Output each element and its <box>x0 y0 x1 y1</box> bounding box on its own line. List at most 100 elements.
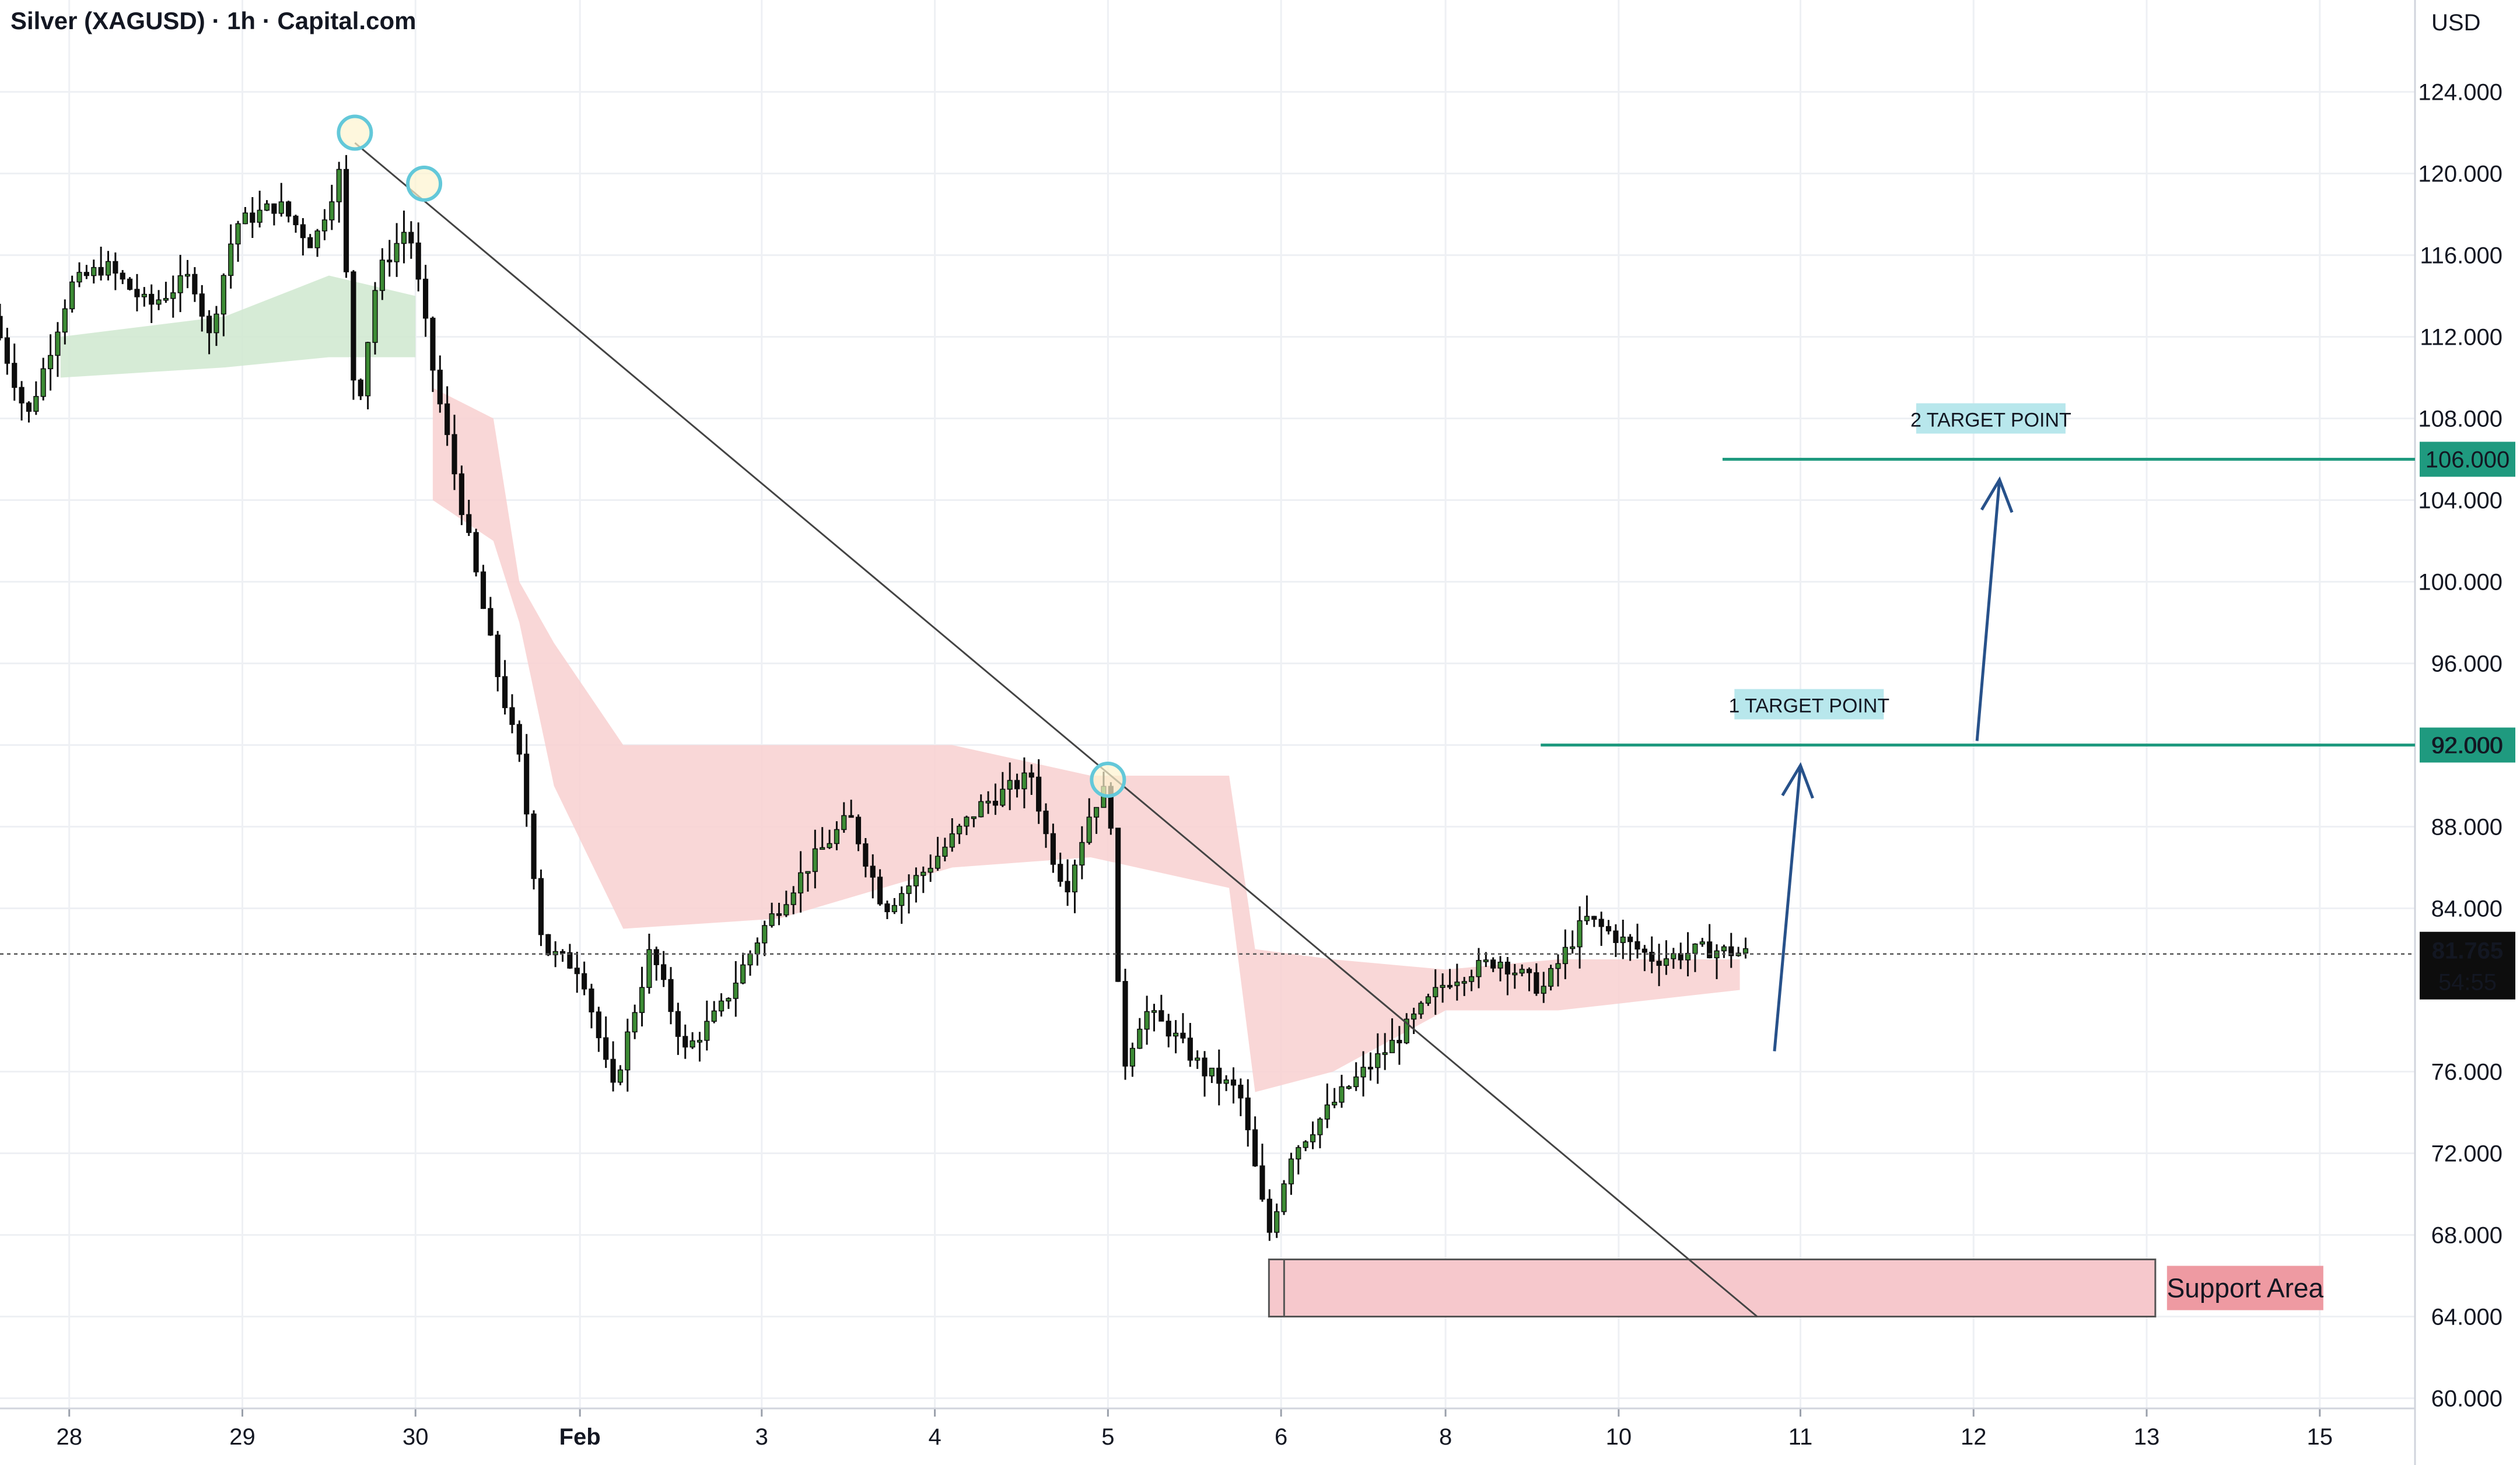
candle-body <box>26 402 32 412</box>
arrow-head <box>1980 476 2014 513</box>
candle-body <box>805 871 811 874</box>
candle-body <box>1173 1032 1179 1037</box>
candle-body <box>307 237 313 248</box>
candle-body <box>921 871 926 876</box>
candle-body <box>1649 952 1655 962</box>
candle-body <box>1310 1134 1316 1142</box>
candle-body <box>293 215 299 226</box>
candle-body <box>192 274 198 295</box>
candle-body <box>1115 828 1121 982</box>
candle-body <box>466 514 472 533</box>
candle-body <box>214 313 219 334</box>
candle-body <box>321 219 328 232</box>
target-price-tag <box>2420 727 2515 763</box>
candle-body <box>1404 1018 1409 1043</box>
candle-body <box>379 260 385 291</box>
candle-body <box>401 232 407 244</box>
candle-body <box>1158 1010 1164 1022</box>
candle-body <box>1151 1010 1157 1013</box>
candle-body <box>1519 969 1525 974</box>
candle-body <box>343 169 349 272</box>
candle-body <box>841 815 847 830</box>
candle-body <box>567 952 573 969</box>
target-label-bg <box>1916 403 2066 434</box>
support-area-label: Support Area <box>2167 1273 2324 1303</box>
candle-body <box>625 1031 631 1071</box>
candle-body <box>62 308 68 333</box>
candle-body <box>1360 1067 1366 1078</box>
candle-body <box>228 243 234 276</box>
x-tick-label: Feb <box>559 1424 601 1450</box>
candle-body <box>300 224 306 239</box>
candle-body <box>1187 1038 1193 1061</box>
candle-body <box>1382 1052 1388 1055</box>
touch-circle <box>1090 762 1126 798</box>
candle-body <box>726 998 732 1002</box>
candle-body <box>19 387 24 404</box>
y-tick-label: 76.000 <box>2431 1060 2502 1085</box>
candle-body <box>250 212 256 223</box>
target-label: 1 TARGET POINT <box>1728 695 1889 717</box>
arrow-shaft <box>1773 765 1802 1052</box>
candle-body <box>1021 772 1027 790</box>
candle-body <box>718 1000 724 1012</box>
candle-body <box>1476 960 1482 977</box>
candle-body <box>733 982 738 999</box>
candle-body <box>1534 972 1539 994</box>
candle-body <box>1043 810 1049 835</box>
candle-body <box>1620 937 1626 943</box>
candle-body <box>1245 1097 1251 1130</box>
candle-body <box>1504 961 1510 975</box>
candle-body <box>1454 982 1460 986</box>
candle-body <box>559 951 566 954</box>
candle-body <box>820 847 825 850</box>
candle-body <box>848 815 854 818</box>
candle-body <box>1072 864 1078 893</box>
candle-body <box>524 753 530 815</box>
candle-body <box>1707 941 1713 959</box>
candle-body <box>1461 981 1467 984</box>
candle-body <box>184 274 191 277</box>
x-tick-label: 10 <box>1606 1424 1632 1450</box>
x-tick-label: 12 <box>1961 1424 1987 1450</box>
target-price-value: 106.000 <box>2426 447 2510 473</box>
x-tick-label: 15 <box>2307 1424 2333 1450</box>
candle-body <box>113 261 118 274</box>
candle-body <box>1577 920 1583 948</box>
candle-body <box>372 290 378 343</box>
candle-body <box>149 293 155 305</box>
candle-body <box>596 1011 601 1039</box>
candle-body <box>76 272 82 283</box>
candle-body <box>1180 1032 1186 1039</box>
current-price-value: 81.765 <box>2432 938 2503 964</box>
y-tick-label: 100.000 <box>2418 570 2502 595</box>
candle-body <box>1129 1047 1135 1067</box>
y-tick-label: 68.000 <box>2431 1223 2502 1249</box>
candle-body <box>1570 946 1576 949</box>
candle-body <box>827 843 832 849</box>
candle-body <box>120 272 125 280</box>
candle-body <box>1411 1013 1417 1020</box>
y-tick-label: 64.000 <box>2431 1305 2502 1330</box>
candle-body <box>206 316 212 334</box>
y-tick-label: 72.000 <box>2431 1141 2502 1167</box>
candle-body <box>336 169 342 202</box>
candle-body <box>1281 1183 1287 1212</box>
candle-body <box>1512 972 1518 976</box>
candle-body <box>949 833 955 848</box>
candle-body <box>661 964 667 980</box>
ichimoku-cloud <box>60 275 1740 1092</box>
candle-body <box>747 953 753 966</box>
candle-body <box>1497 961 1503 969</box>
x-tick-label: 3 <box>755 1424 768 1450</box>
candle-body <box>834 829 839 844</box>
candle-body <box>1137 1028 1143 1049</box>
support-area: Support Area <box>1268 1259 2324 1317</box>
candle-body <box>4 337 10 364</box>
x-tick-label: 8 <box>1439 1424 1452 1450</box>
candle-body <box>1742 948 1749 954</box>
candle-body <box>863 843 869 867</box>
candle-body <box>452 434 457 475</box>
candles <box>0 155 1749 1241</box>
y-tick-label: 108.000 <box>2418 406 2502 432</box>
